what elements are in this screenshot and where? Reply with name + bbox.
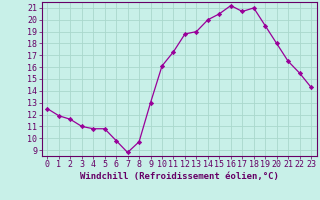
X-axis label: Windchill (Refroidissement éolien,°C): Windchill (Refroidissement éolien,°C) [80,172,279,181]
